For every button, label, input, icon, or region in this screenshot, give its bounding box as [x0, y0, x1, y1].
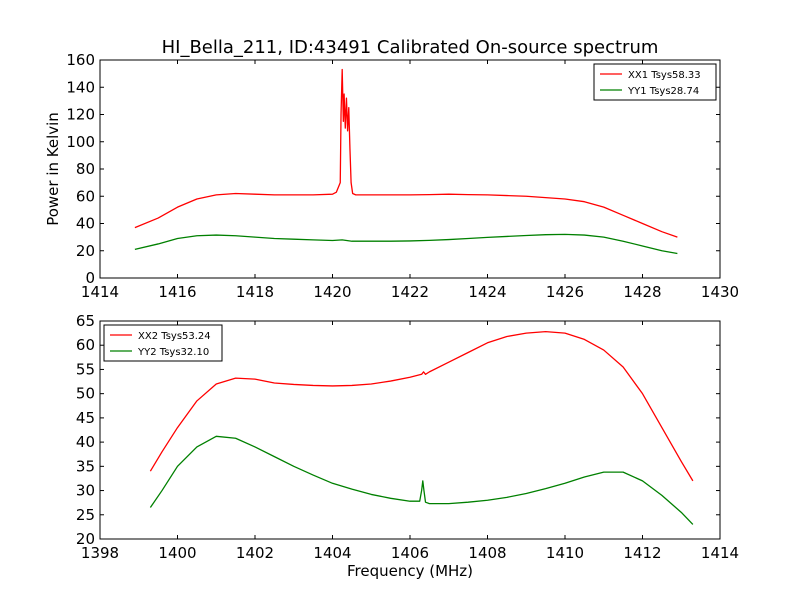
x-tick-label: 1418: [236, 283, 274, 301]
x-tick-label: 1414: [81, 283, 119, 301]
x-tick-label: 1420: [313, 283, 351, 301]
y-tick-label: 40: [76, 215, 95, 233]
y-axis-label: Power in Kelvin: [44, 112, 62, 226]
y-tick-label: 35: [76, 457, 95, 475]
x-tick-label: 1402: [236, 544, 274, 562]
legend-entry-label: XX2 Tsys53.24: [138, 331, 211, 342]
y-tick-label: 20: [76, 242, 95, 260]
y-tick-label: 120: [66, 106, 95, 124]
x-tick-label: 1412: [623, 544, 661, 562]
legend-box: [103, 324, 223, 362]
x-tick-label: 1400: [158, 544, 196, 562]
x-tick-label: 1428: [623, 283, 661, 301]
legend: XX2 Tsys53.24 YY2 Tsys32.10: [103, 324, 223, 362]
x-tick-label: 1422: [391, 283, 429, 301]
x-tick-label: 1426: [546, 283, 584, 301]
x-tick-label: 1406: [391, 544, 429, 562]
y-tick-label: 80: [76, 160, 95, 178]
y-tick-label: 0: [85, 269, 95, 287]
top-panel: 1414 1416 1418 1420 1422 1424 1426 1428 1430 0 20 4…: [44, 51, 739, 301]
y-tick-label: 160: [66, 51, 95, 69]
y-tick-label: 20: [76, 530, 95, 548]
legend-entry-label: YY1 Tsys28.74: [627, 86, 699, 97]
y-tick-label: 30: [76, 482, 95, 500]
y-tick-label: 50: [76, 385, 95, 403]
x-axis-label: Frequency (MHz): [347, 562, 473, 580]
x-tick-label: 1404: [313, 544, 351, 562]
series-line-yy2: [149, 435, 694, 525]
x-tick-label: 1398: [81, 544, 119, 562]
y-tick-label: 45: [76, 409, 95, 427]
chart-title: HI_Bella_211, ID:43491 Calibrated On-sou…: [162, 37, 659, 58]
x-tick-label: 1414: [701, 544, 739, 562]
legend-box: [593, 63, 717, 101]
y-tick-label: 25: [76, 506, 95, 524]
y-tick-label: 140: [66, 78, 95, 96]
legend-entry-label: YY2 Tsys32.10: [137, 347, 209, 358]
y-tick-label: 65: [76, 312, 95, 330]
series-line-yy1: [134, 233, 678, 255]
y-tick-label: 40: [76, 433, 95, 451]
x-tick-label: 1430: [701, 283, 739, 301]
y-tick-label: 100: [66, 133, 95, 151]
x-tick-label: 1408: [468, 544, 506, 562]
x-tick-label: 1410: [546, 544, 584, 562]
legend: XX1 Tsys58.33 YY1 Tsys28.74: [593, 63, 717, 101]
series-line-xx1: [134, 68, 678, 238]
bottom-panel: 1398 1400 1402 1404 1406 1408 1410 1412 1414 20 25…: [76, 312, 739, 580]
x-tick-label: 1416: [158, 283, 196, 301]
series-line-xx2: [149, 331, 694, 482]
x-tick-label: 1424: [468, 283, 506, 301]
y-tick-label: 55: [76, 360, 95, 378]
y-tick-label: 60: [76, 187, 95, 205]
legend-entry-label: XX1 Tsys58.33: [628, 70, 701, 81]
y-tick-label: 60: [76, 336, 95, 354]
